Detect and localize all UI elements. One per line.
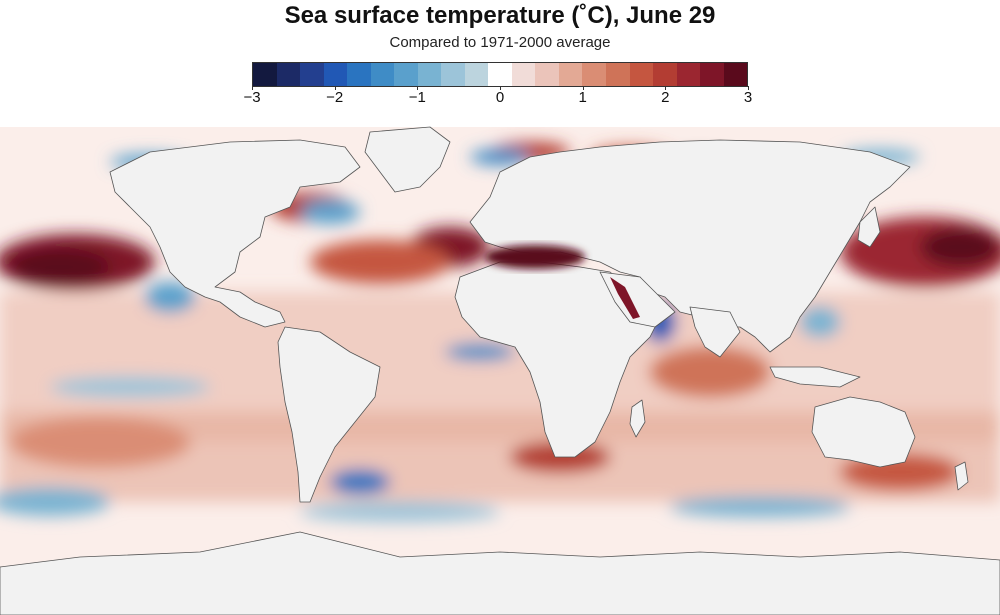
japan: [857, 206, 881, 248]
antarctica: [0, 531, 1000, 615]
legend-swatch: [676, 63, 701, 86]
legend-swatch: [700, 63, 724, 86]
legend-swatch: [605, 63, 630, 86]
legend-tick-label: −3: [243, 89, 261, 106]
new-zealand: [954, 461, 969, 491]
legend-swatch: [723, 63, 748, 86]
legend-tick-mark: [334, 86, 336, 90]
legend-tick-label: −1: [408, 89, 426, 106]
legend-swatch: [300, 63, 324, 86]
world-map: [0, 112, 1000, 615]
indian-subcontinent: [689, 306, 741, 358]
africa: [454, 261, 661, 458]
legend-swatch: [464, 63, 489, 86]
red-sea: [610, 277, 640, 319]
australia: [811, 396, 916, 468]
land-layer: [0, 126, 1000, 615]
legend-swatch: [582, 63, 606, 86]
legend-tick-label: 2: [661, 89, 670, 106]
legend-swatch: [629, 63, 654, 86]
legend-tick-label: 1: [578, 89, 587, 106]
legend-tick-label: 3: [743, 89, 753, 106]
legend-tick-mark: [417, 86, 419, 90]
map-subtitle: Compared to 1971-2000 average: [389, 34, 611, 51]
south-america: [277, 326, 381, 503]
legend-tick-mark: [252, 86, 253, 90]
legend-swatch: [253, 63, 277, 86]
legend-swatch: [394, 63, 418, 86]
legend-tick-mark: [582, 86, 584, 90]
legend-tick-mark: [665, 86, 667, 90]
legend-tick-label: −2: [326, 89, 344, 106]
legend-swatch: [276, 63, 301, 86]
legend-swatch: [323, 63, 348, 86]
legend-tick-label: 0: [495, 89, 505, 106]
legend-swatch: [370, 63, 395, 86]
map-title: Sea surface temperature (˚C), June 29: [284, 2, 716, 29]
legend-swatch: [558, 63, 583, 86]
legend-swatch: [441, 63, 465, 86]
legend-tick-mark: [500, 86, 501, 90]
legend-swatch: [653, 63, 677, 86]
madagascar: [629, 399, 646, 438]
legend-swatch: [511, 63, 536, 86]
north-america: [109, 139, 361, 328]
legend-swatch: [488, 63, 512, 86]
legend-swatch: [417, 63, 442, 86]
mediterranean-sea: [485, 245, 585, 269]
indonesia: [769, 366, 861, 388]
color-legend: [252, 62, 748, 87]
legend-swatch: [347, 63, 371, 86]
legend-tick-mark: [748, 86, 749, 90]
legend-swatch: [535, 63, 559, 86]
greenland: [364, 126, 451, 193]
